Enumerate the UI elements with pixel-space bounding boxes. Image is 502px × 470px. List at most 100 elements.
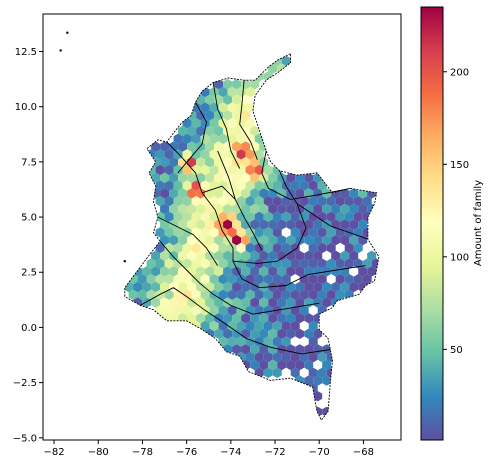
hex-bin	[196, 125, 206, 137]
hex-bin	[331, 250, 341, 261]
hex-bin	[205, 157, 215, 168]
hex-bin	[205, 297, 215, 308]
hex-bin	[272, 367, 282, 378]
colorbar-tick-label: 150	[450, 160, 469, 171]
hex-bin	[227, 118, 237, 129]
hex-bin	[151, 250, 161, 261]
hex-bin	[245, 289, 255, 300]
hex-bin	[308, 242, 318, 254]
hex-bin	[263, 352, 273, 363]
hex-bin	[277, 250, 287, 261]
hex-bin	[160, 235, 170, 246]
hex-bin	[182, 180, 192, 191]
hex-bin	[304, 375, 314, 386]
hex-bin	[263, 242, 273, 254]
hex-bin	[313, 203, 323, 215]
hex-bin	[196, 250, 206, 261]
hex-bin	[281, 55, 291, 66]
hex-bin	[295, 266, 305, 277]
hex-bin	[223, 219, 233, 230]
hex-bin	[277, 297, 287, 308]
y-tick-label: 12.5	[15, 47, 37, 58]
hex-bin	[286, 328, 296, 339]
hex-bin	[214, 172, 224, 183]
hex-bin	[281, 242, 291, 254]
hex-bin	[304, 313, 314, 324]
hex-bin	[245, 196, 255, 207]
hex-bin	[164, 274, 174, 285]
hex-bin	[218, 289, 228, 300]
hex-bin	[344, 258, 354, 269]
hex-bin	[227, 164, 237, 176]
hex-bin	[187, 235, 197, 246]
hex-bin	[214, 125, 224, 137]
hex-bin	[268, 235, 278, 246]
hex-bin	[295, 344, 305, 355]
hex-bin	[232, 219, 242, 230]
hex-bin	[241, 250, 251, 261]
hex-bin	[187, 203, 197, 215]
hex-bin	[241, 157, 251, 168]
hex-bin	[308, 227, 318, 238]
department-boundary	[139, 287, 205, 311]
hex-bin	[227, 227, 237, 238]
hex-bin	[250, 266, 260, 277]
hex-bin	[362, 196, 372, 207]
hex-bin	[200, 102, 210, 113]
y-tick-label: 2.5	[21, 268, 37, 279]
hex-bin	[268, 359, 278, 371]
hex-bin	[317, 367, 327, 378]
hex-bin	[263, 164, 273, 176]
hex-bin	[218, 274, 228, 285]
hex-bin	[214, 235, 224, 246]
hex-bin	[344, 242, 354, 254]
hex-bin	[196, 188, 206, 199]
country-border	[124, 52, 380, 421]
hex-bin	[286, 359, 296, 371]
hex-bin	[245, 86, 255, 98]
hex-bin	[277, 313, 287, 324]
hex-bin	[313, 328, 323, 339]
y-tick-label: −5.0	[13, 433, 37, 444]
hex-bin	[236, 149, 246, 160]
hex-bin	[196, 235, 206, 246]
hex-bin	[209, 258, 219, 269]
hex-bin	[313, 375, 323, 386]
y-tick-label: 10.0	[15, 102, 37, 113]
hex-bin	[250, 79, 260, 90]
hex-bin	[178, 219, 188, 230]
hex-bin	[340, 250, 350, 261]
hex-bin	[241, 219, 251, 230]
hex-bin	[232, 344, 242, 355]
hex-bin	[218, 258, 228, 269]
hex-bin	[151, 297, 161, 308]
hex-bin	[151, 281, 161, 293]
hex-bin	[232, 172, 242, 183]
hex-bin	[250, 219, 260, 230]
hex-bin	[191, 196, 201, 207]
hex-bin	[250, 359, 260, 371]
department-boundary	[166, 141, 223, 231]
hex-bin	[209, 118, 219, 129]
hex-bin	[317, 242, 327, 254]
hex-bin	[326, 242, 336, 254]
hex-bin	[245, 118, 255, 129]
hex-bin	[196, 203, 206, 215]
map-axes: −82 −80 −78 −76 −74 −72 −70 −68 −5.0 −2.5 0.0 2.5 5…	[13, 13, 402, 458]
hex-bin	[236, 274, 246, 285]
hex-bin	[164, 227, 174, 238]
hex-bin	[218, 86, 228, 98]
island-marker	[123, 260, 126, 263]
hex-bin	[263, 305, 273, 316]
hex-bin	[205, 313, 215, 324]
hex-bin	[286, 313, 296, 324]
hex-bin	[209, 133, 219, 144]
hex-bin	[182, 289, 192, 300]
hex-bin	[241, 125, 251, 137]
hex-bin	[155, 227, 165, 238]
hex-bin	[196, 281, 206, 293]
hex-bin	[295, 281, 305, 293]
hex-bin	[227, 336, 237, 347]
hex-bin	[200, 320, 210, 332]
hex-bin	[191, 118, 201, 129]
